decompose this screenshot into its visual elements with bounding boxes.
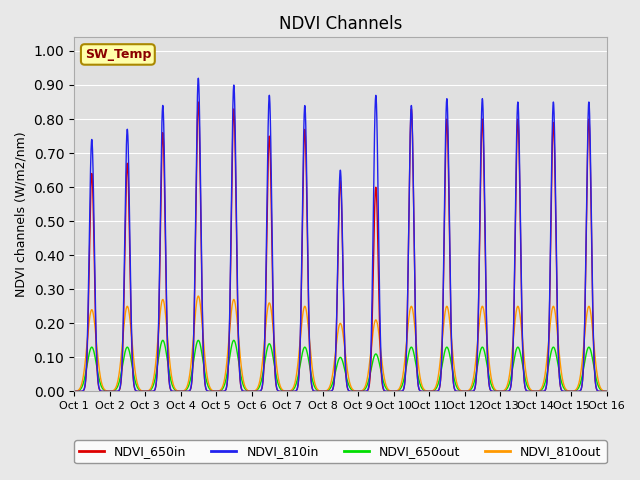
Text: SW_Temp: SW_Temp — [84, 48, 151, 61]
Y-axis label: NDVI channels (W/m2/nm): NDVI channels (W/m2/nm) — [15, 132, 28, 297]
Legend: NDVI_650in, NDVI_810in, NDVI_650out, NDVI_810out: NDVI_650in, NDVI_810in, NDVI_650out, NDV… — [74, 440, 607, 463]
Title: NDVI Channels: NDVI Channels — [278, 15, 402, 33]
